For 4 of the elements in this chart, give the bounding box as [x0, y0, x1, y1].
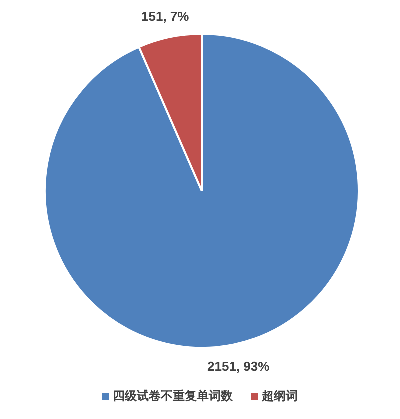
data-label: 2151, 93% [208, 359, 270, 374]
legend-label: 四级试卷不重复单词数 [113, 389, 234, 403]
legend-label: 超纲词 [261, 389, 298, 403]
data-label: 151, 7% [142, 8, 190, 24]
